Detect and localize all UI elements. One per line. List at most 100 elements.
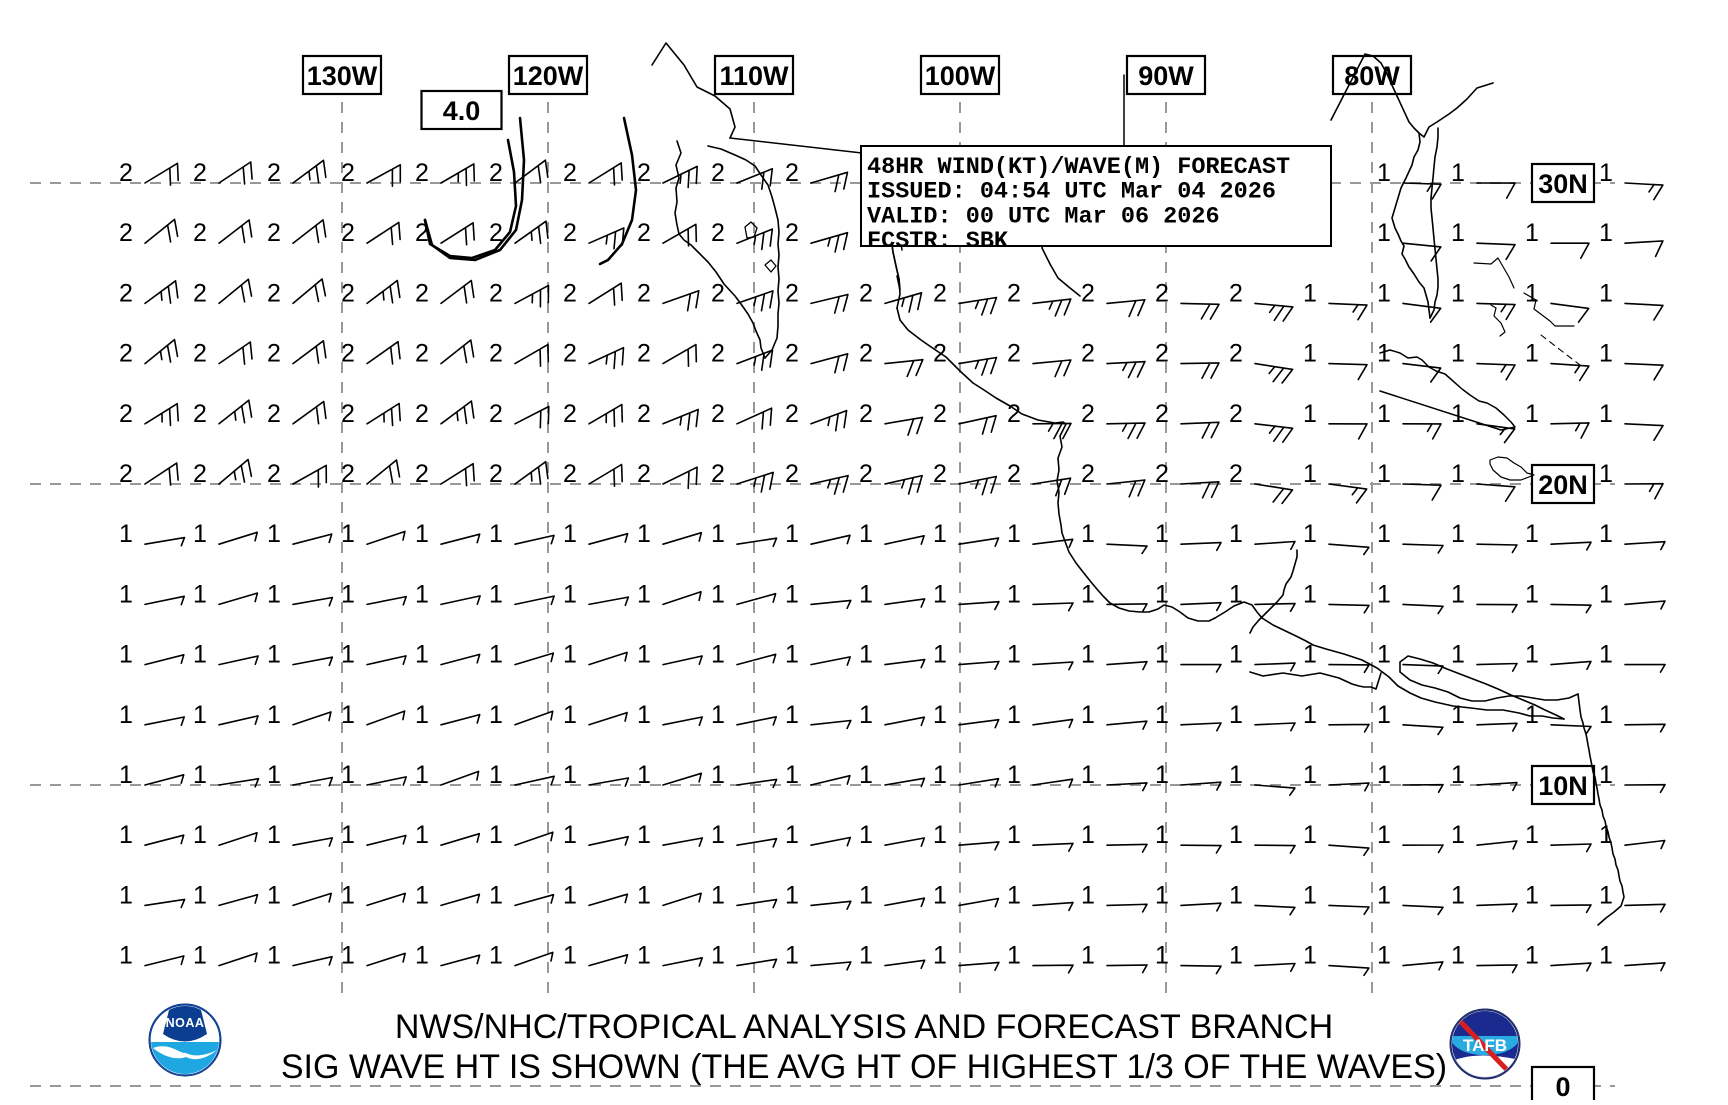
svg-text:1: 1 — [859, 881, 873, 909]
svg-text:2: 2 — [489, 279, 503, 307]
svg-text:1: 1 — [1451, 821, 1465, 849]
svg-text:0: 0 — [1555, 1072, 1570, 1100]
svg-text:1: 1 — [1081, 641, 1095, 669]
svg-text:1: 1 — [119, 942, 133, 970]
svg-text:1: 1 — [711, 641, 725, 669]
svg-text:1: 1 — [1377, 641, 1391, 669]
svg-text:1: 1 — [1155, 881, 1169, 909]
svg-text:1: 1 — [1303, 400, 1317, 428]
svg-text:2: 2 — [415, 219, 429, 247]
svg-text:2: 2 — [119, 400, 133, 428]
svg-text:1: 1 — [193, 580, 207, 608]
svg-text:1: 1 — [1377, 942, 1391, 970]
svg-text:1: 1 — [341, 761, 355, 789]
svg-text:2: 2 — [193, 219, 207, 247]
svg-text:2: 2 — [193, 279, 207, 307]
svg-text:1: 1 — [1229, 821, 1243, 849]
svg-text:1: 1 — [341, 942, 355, 970]
svg-text:2: 2 — [785, 400, 799, 428]
svg-text:2: 2 — [341, 159, 355, 187]
svg-text:1: 1 — [1229, 580, 1243, 608]
svg-text:2: 2 — [933, 460, 947, 488]
svg-text:2: 2 — [267, 400, 281, 428]
svg-text:2: 2 — [637, 219, 651, 247]
svg-text:1: 1 — [415, 881, 429, 909]
svg-text:2: 2 — [563, 159, 577, 187]
svg-text:2: 2 — [267, 219, 281, 247]
svg-text:2: 2 — [267, 460, 281, 488]
svg-text:1: 1 — [1229, 520, 1243, 548]
svg-text:1: 1 — [1303, 279, 1317, 307]
svg-text:1: 1 — [859, 821, 873, 849]
svg-text:1: 1 — [1377, 219, 1391, 247]
svg-text:2: 2 — [933, 279, 947, 307]
svg-text:1: 1 — [1599, 580, 1613, 608]
svg-text:1: 1 — [1525, 881, 1539, 909]
svg-text:2: 2 — [489, 219, 503, 247]
svg-text:1: 1 — [267, 701, 281, 729]
svg-text:1: 1 — [1007, 761, 1021, 789]
svg-text:1: 1 — [1081, 942, 1095, 970]
svg-text:1: 1 — [933, 761, 947, 789]
svg-text:1: 1 — [1303, 821, 1317, 849]
svg-text:1: 1 — [1599, 159, 1613, 187]
svg-text:2: 2 — [415, 400, 429, 428]
svg-text:1: 1 — [1081, 701, 1095, 729]
svg-text:1: 1 — [415, 942, 429, 970]
svg-text:2: 2 — [415, 159, 429, 187]
svg-text:2: 2 — [119, 159, 133, 187]
svg-text:1: 1 — [1525, 942, 1539, 970]
svg-text:1: 1 — [563, 641, 577, 669]
svg-text:2: 2 — [785, 460, 799, 488]
svg-text:1: 1 — [859, 520, 873, 548]
svg-text:2: 2 — [711, 159, 725, 187]
svg-text:10N: 10N — [1538, 771, 1588, 801]
svg-text:1: 1 — [1451, 279, 1465, 307]
svg-text:2: 2 — [1155, 460, 1169, 488]
svg-text:1: 1 — [785, 701, 799, 729]
svg-text:2: 2 — [859, 400, 873, 428]
svg-text:1: 1 — [1377, 761, 1391, 789]
svg-text:1: 1 — [1599, 340, 1613, 368]
svg-text:1: 1 — [1451, 400, 1465, 428]
svg-text:2: 2 — [415, 460, 429, 488]
svg-text:1: 1 — [193, 520, 207, 548]
svg-text:1: 1 — [1377, 701, 1391, 729]
svg-text:2: 2 — [1007, 279, 1021, 307]
svg-text:2: 2 — [1007, 400, 1021, 428]
svg-text:2: 2 — [1155, 340, 1169, 368]
svg-text:2: 2 — [711, 279, 725, 307]
svg-text:1: 1 — [267, 761, 281, 789]
svg-text:2: 2 — [785, 279, 799, 307]
svg-text:1: 1 — [193, 641, 207, 669]
svg-text:1: 1 — [637, 641, 651, 669]
svg-text:1: 1 — [1377, 460, 1391, 488]
svg-text:1: 1 — [1377, 279, 1391, 307]
svg-text:30N: 30N — [1538, 169, 1588, 199]
svg-text:1: 1 — [1599, 761, 1613, 789]
svg-text:1: 1 — [1377, 520, 1391, 548]
svg-text:2: 2 — [859, 460, 873, 488]
svg-text:1: 1 — [193, 761, 207, 789]
svg-text:1: 1 — [1303, 580, 1317, 608]
svg-text:1: 1 — [267, 641, 281, 669]
svg-text:1: 1 — [1007, 580, 1021, 608]
svg-text:1: 1 — [1377, 340, 1391, 368]
svg-text:1: 1 — [341, 701, 355, 729]
svg-text:1: 1 — [1599, 279, 1613, 307]
svg-text:1: 1 — [1451, 159, 1465, 187]
svg-text:1: 1 — [933, 942, 947, 970]
svg-text:1: 1 — [1451, 761, 1465, 789]
svg-text:1: 1 — [1525, 580, 1539, 608]
svg-text:1: 1 — [1303, 881, 1317, 909]
svg-text:1: 1 — [489, 641, 503, 669]
svg-text:1: 1 — [415, 701, 429, 729]
svg-text:1: 1 — [1229, 942, 1243, 970]
svg-text:1: 1 — [933, 821, 947, 849]
svg-text:2: 2 — [1007, 460, 1021, 488]
svg-text:2: 2 — [1081, 340, 1095, 368]
svg-text:2: 2 — [193, 340, 207, 368]
svg-text:1: 1 — [1599, 641, 1613, 669]
svg-text:2: 2 — [563, 460, 577, 488]
svg-text:1: 1 — [341, 520, 355, 548]
